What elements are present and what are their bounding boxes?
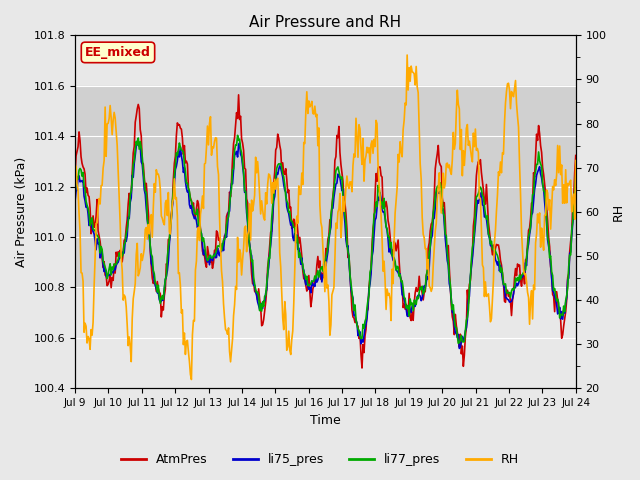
li75_pres: [572, 180, 580, 185]
li77_pres: [343, 240, 351, 246]
Y-axis label: RH: RH: [612, 203, 625, 221]
AtmPres: [562, 309, 570, 314]
li77_pres: [310, 278, 317, 284]
li77_pres: [484, 213, 492, 219]
RH: [403, 52, 411, 58]
RH: [71, 166, 79, 172]
AtmPres: [71, 173, 79, 179]
li75_pres: [370, 232, 378, 238]
Title: Air Pressure and RH: Air Pressure and RH: [250, 15, 401, 30]
AtmPres: [310, 282, 317, 288]
Line: li77_pres: li77_pres: [75, 135, 576, 343]
Line: RH: RH: [75, 55, 576, 380]
Bar: [75, 86, 576, 288]
AtmPres: [313, 262, 321, 268]
RH: [313, 111, 321, 117]
Line: AtmPres: AtmPres: [75, 95, 576, 368]
RH: [562, 167, 570, 173]
li77_pres: [562, 298, 570, 303]
li77_pres: [71, 193, 79, 199]
li77_pres: [370, 212, 378, 217]
AtmPres: [572, 153, 580, 158]
li75_pres: [71, 199, 79, 204]
X-axis label: Time: Time: [310, 414, 340, 427]
AtmPres: [358, 365, 366, 371]
li77_pres: [572, 172, 580, 178]
RH: [370, 136, 378, 142]
AtmPres: [484, 201, 492, 206]
RH: [343, 173, 351, 179]
li77_pres: [454, 340, 462, 346]
AtmPres: [371, 192, 379, 198]
li77_pres: [234, 132, 241, 138]
li77_pres: [313, 272, 321, 277]
RH: [572, 157, 580, 163]
li75_pres: [310, 281, 317, 287]
li75_pres: [343, 244, 351, 250]
li75_pres: [456, 346, 463, 351]
RH: [188, 377, 195, 383]
RH: [310, 111, 317, 117]
li75_pres: [562, 300, 570, 305]
AtmPres: [235, 92, 243, 98]
Text: EE_mixed: EE_mixed: [85, 46, 151, 59]
Legend: AtmPres, li75_pres, li77_pres, RH: AtmPres, li75_pres, li77_pres, RH: [116, 448, 524, 471]
li75_pres: [484, 224, 492, 230]
Line: li75_pres: li75_pres: [75, 141, 576, 348]
Y-axis label: Air Pressure (kPa): Air Pressure (kPa): [15, 156, 28, 267]
AtmPres: [343, 226, 351, 232]
RH: [484, 292, 492, 298]
li75_pres: [313, 279, 321, 285]
li75_pres: [133, 138, 141, 144]
